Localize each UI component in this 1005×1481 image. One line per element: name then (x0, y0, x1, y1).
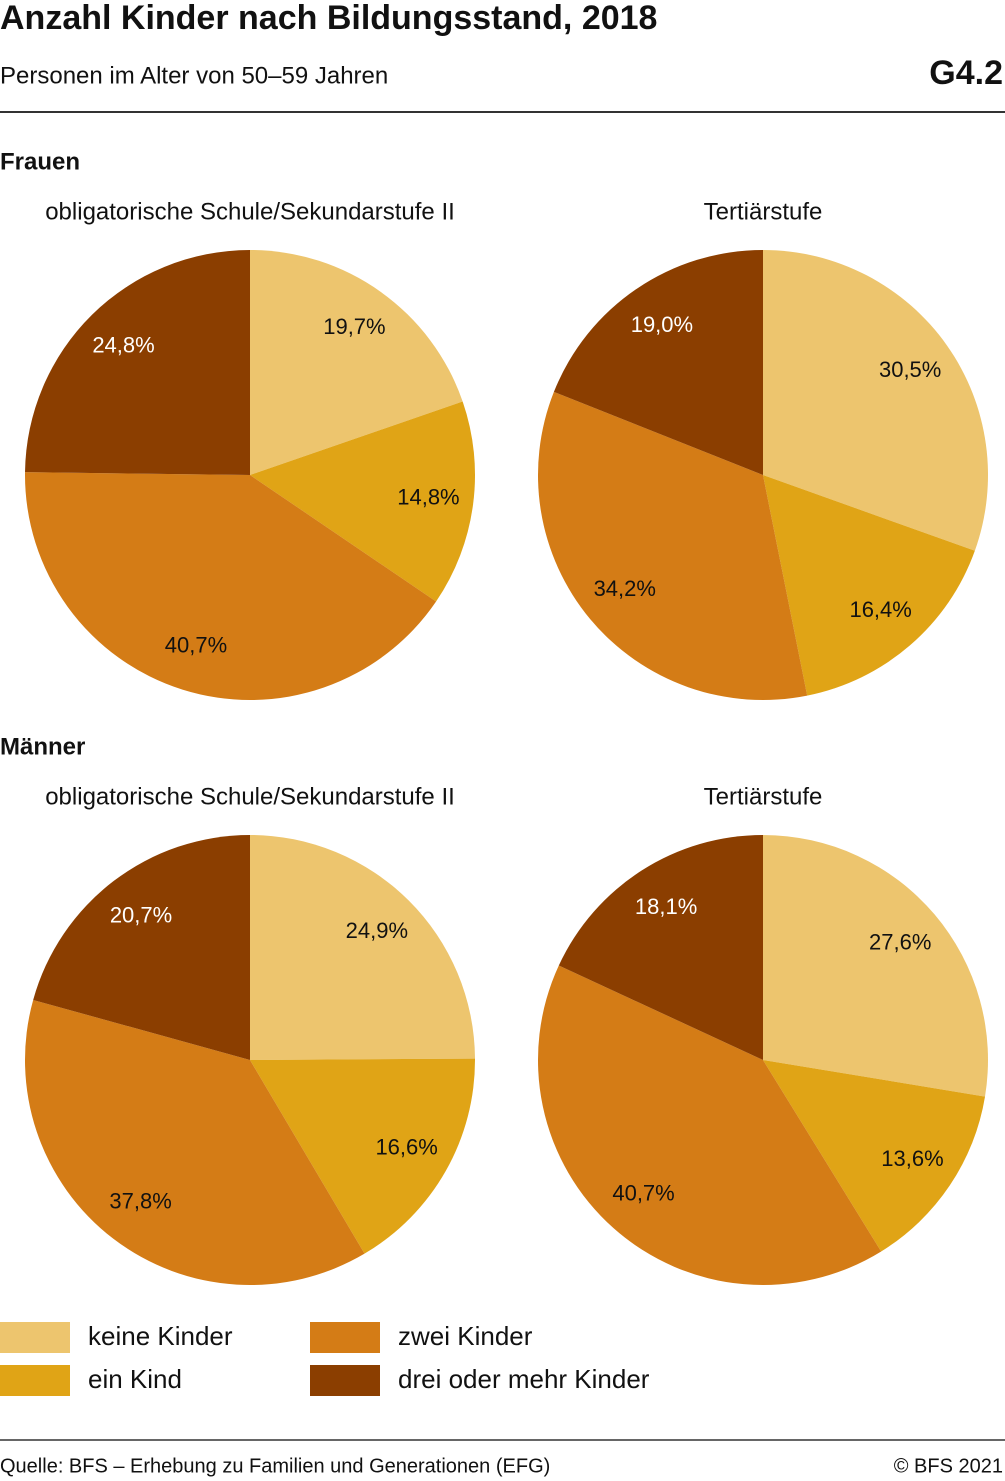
pie-slice (24, 472, 437, 700)
legend-swatch (310, 1322, 380, 1353)
pie-title: Tertiärstufe (704, 783, 823, 810)
value-label: 40,7% (612, 1180, 674, 1205)
value-label: 20,7% (110, 903, 172, 928)
pie-slice (250, 835, 475, 1060)
value-label: 40,7% (165, 633, 227, 658)
pie-slice (250, 1058, 475, 1254)
pie-slice (25, 250, 251, 475)
value-label: 27,6% (869, 929, 931, 954)
pie-slice (33, 835, 251, 1060)
pie-slice (250, 250, 463, 475)
legend-swatch (0, 1365, 70, 1396)
pie-title: obligatorische Schule/Sekundarstufe II (45, 783, 455, 810)
value-label: 14,8% (397, 484, 459, 509)
pie-slice (537, 965, 882, 1285)
value-label: 24,8% (92, 333, 154, 358)
pie-slice (763, 835, 988, 1097)
value-label: 37,8% (109, 1189, 171, 1214)
legend-label: ein Kind (88, 1364, 182, 1394)
pie-slice (558, 835, 763, 1060)
value-label: 16,6% (375, 1135, 437, 1160)
legend-label: drei oder mehr Kinder (398, 1364, 650, 1394)
group-label: Frauen (0, 148, 80, 175)
copyright: © BFS 2021 (894, 1455, 1003, 1477)
pie-title: Tertiärstufe (704, 198, 823, 225)
chart-subtitle: Personen im Alter von 50–59 Jahren (0, 62, 388, 89)
pie-slice (538, 391, 808, 700)
legend-swatch (310, 1365, 380, 1396)
legend-swatch (0, 1322, 70, 1353)
chart-title: Anzahl Kinder nach Bildungsstand, 2018 (0, 0, 657, 37)
value-label: 30,5% (879, 357, 941, 382)
pie-slice (553, 250, 763, 475)
value-label: 19,7% (323, 314, 385, 339)
value-label: 16,4% (849, 597, 911, 622)
legend-label: zwei Kinder (398, 1321, 533, 1351)
group-label: Männer (0, 733, 85, 760)
chart-code: G4.2 (929, 54, 1003, 92)
pie-slice (763, 475, 975, 696)
pie-slice (763, 250, 988, 551)
legend-label: keine Kinder (88, 1321, 233, 1351)
pie-slice (763, 1060, 986, 1252)
value-label: 19,0% (631, 312, 693, 337)
pie-title: obligatorische Schule/Sekundarstufe II (45, 198, 455, 225)
value-label: 18,1% (635, 894, 697, 919)
source: Quelle: BFS – Erhebung zu Familien und G… (0, 1455, 550, 1477)
value-label: 13,6% (881, 1146, 943, 1171)
pie-slice (24, 999, 365, 1286)
pie-slice (250, 401, 475, 602)
value-label: 34,2% (594, 576, 656, 601)
value-label: 24,9% (346, 918, 408, 943)
